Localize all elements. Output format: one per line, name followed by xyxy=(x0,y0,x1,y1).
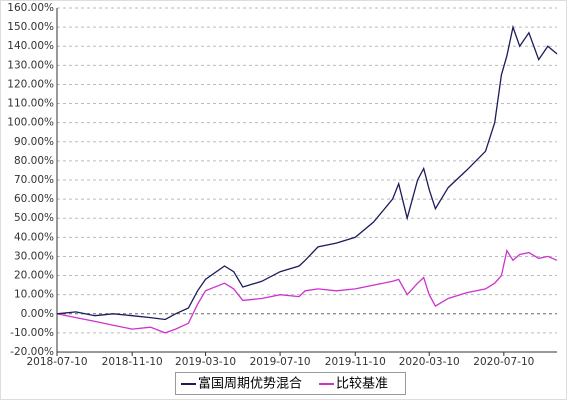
y-tick-label: 130.00% xyxy=(7,59,54,71)
y-tick-label: 120.00% xyxy=(7,78,54,90)
x-tick-label: 2020-07-10 xyxy=(473,356,534,368)
y-tick-label: 160.00% xyxy=(7,2,54,14)
y-tick-label: 50.00% xyxy=(14,212,54,224)
y-tick-label: 30.00% xyxy=(14,250,54,262)
x-tick-label: 2019-03-10 xyxy=(175,356,236,368)
legend-label: 比较基准 xyxy=(336,377,388,392)
y-tick-label: 100.00% xyxy=(7,117,54,129)
legend: 富国周期优势混合 比较基准 xyxy=(175,372,406,395)
x-tick-label: 2018-11-10 xyxy=(102,356,163,368)
x-tick-label: 2019-11-10 xyxy=(325,356,386,368)
x-tick-label: 2020-03-10 xyxy=(399,356,460,368)
y-tick-label: 110.00% xyxy=(7,98,54,110)
y-tick-label: 80.00% xyxy=(14,155,54,167)
y-tick-label: 60.00% xyxy=(14,193,54,205)
y-tick-label: 10.00% xyxy=(14,289,54,301)
y-tick-label: 90.00% xyxy=(14,136,54,148)
y-tick-label: 70.00% xyxy=(14,174,54,186)
legend-label: 富国周期优势混合 xyxy=(198,376,302,392)
y-tick-label: 140.00% xyxy=(7,40,54,52)
y-tick-label: 150.00% xyxy=(7,21,54,33)
y-tick-label: -10.00% xyxy=(10,327,54,339)
y-tick-label: 20.00% xyxy=(14,270,54,282)
legend-box xyxy=(175,372,406,395)
y-tick-label: 40.00% xyxy=(14,231,54,243)
series-line xyxy=(56,24,558,321)
x-tick-label: 2019-07-10 xyxy=(250,356,311,368)
y-tick-label: 0.00% xyxy=(21,308,54,320)
series-line xyxy=(56,249,558,334)
y-tick-label: -20.00% xyxy=(10,346,54,358)
x-tick-label: 2018-07-10 xyxy=(26,356,87,368)
